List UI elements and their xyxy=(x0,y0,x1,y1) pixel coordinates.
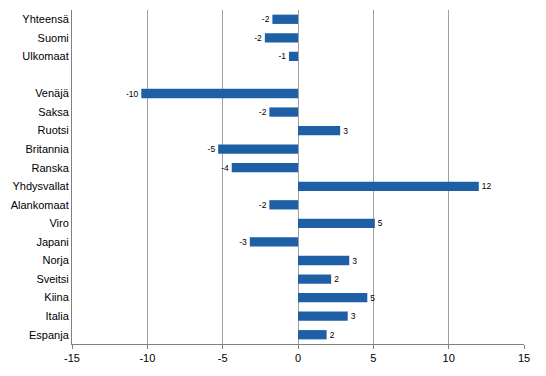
svg-text:-2: -2 xyxy=(259,200,267,210)
svg-text:-15: -15 xyxy=(64,352,80,364)
svg-text:Britannia: Britannia xyxy=(25,143,69,155)
svg-text:Alankomaat: Alankomaat xyxy=(11,199,69,211)
svg-text:-3: -3 xyxy=(239,237,247,247)
svg-text:3: 3 xyxy=(351,311,356,321)
svg-text:5: 5 xyxy=(370,352,376,364)
svg-text:Kiina: Kiina xyxy=(44,291,69,303)
svg-text:-2: -2 xyxy=(259,107,267,117)
svg-text:Yhteensä: Yhteensä xyxy=(22,13,69,25)
svg-text:Suomi: Suomi xyxy=(38,32,69,44)
svg-text:-10: -10 xyxy=(139,352,155,364)
svg-text:5: 5 xyxy=(378,218,383,228)
svg-text:Viro: Viro xyxy=(49,217,68,229)
svg-text:Venäjä: Venäjä xyxy=(35,87,70,99)
svg-text:Sveitsi: Sveitsi xyxy=(36,273,68,285)
svg-text:-5: -5 xyxy=(218,352,228,364)
svg-text:3: 3 xyxy=(352,256,357,266)
svg-text:-2: -2 xyxy=(262,14,270,24)
svg-text:Japani: Japani xyxy=(36,236,68,248)
svg-text:0: 0 xyxy=(295,352,301,364)
svg-text:10: 10 xyxy=(443,352,455,364)
svg-text:-2: -2 xyxy=(254,33,262,43)
svg-text:-5: -5 xyxy=(208,144,216,154)
svg-text:2: 2 xyxy=(334,274,339,284)
svg-text:-1: -1 xyxy=(278,51,286,61)
svg-text:Ulkomaat: Ulkomaat xyxy=(22,50,68,62)
svg-text:12: 12 xyxy=(482,181,492,191)
svg-text:Yhdysvallat: Yhdysvallat xyxy=(13,180,69,192)
svg-text:Norja: Norja xyxy=(43,254,70,266)
svg-text:3: 3 xyxy=(343,126,348,136)
svg-text:5: 5 xyxy=(370,293,375,303)
svg-text:-4: -4 xyxy=(221,163,229,173)
svg-text:2: 2 xyxy=(330,330,335,340)
svg-text:Saksa: Saksa xyxy=(38,106,69,118)
svg-text:Espanja: Espanja xyxy=(29,329,70,341)
svg-text:Italia: Italia xyxy=(46,310,70,322)
svg-text:15: 15 xyxy=(518,352,530,364)
svg-text:Ranska: Ranska xyxy=(32,162,70,174)
svg-text:-10: -10 xyxy=(126,89,139,99)
svg-text:Ruotsi: Ruotsi xyxy=(38,124,69,136)
